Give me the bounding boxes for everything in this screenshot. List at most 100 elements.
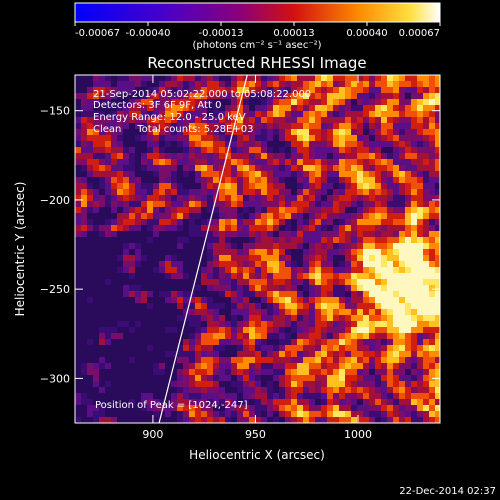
heatmap-cell (435, 111, 440, 117)
heatmap-cell (387, 75, 393, 81)
heatmap-cell (93, 357, 99, 363)
heatmap-cell (171, 111, 177, 117)
heatmap-cell (129, 111, 135, 117)
heatmap-cell (207, 387, 213, 393)
heatmap-cell (387, 351, 393, 357)
heatmap-cell (207, 255, 213, 261)
heatmap-cell (111, 225, 117, 231)
heatmap-cell (417, 225, 423, 231)
heatmap-cell (231, 171, 237, 177)
heatmap-cell (129, 225, 135, 231)
heatmap-cell (315, 99, 321, 105)
heatmap-cell (369, 225, 375, 231)
heatmap-cell (261, 399, 267, 405)
heatmap-cell (249, 165, 255, 171)
heatmap-cell (327, 111, 333, 117)
heatmap-cell (417, 231, 423, 237)
heatmap-cell (261, 165, 267, 171)
heatmap-cell (195, 147, 201, 153)
heatmap-cell (195, 219, 201, 225)
heatmap-cell (189, 357, 195, 363)
heatmap-cell (243, 99, 249, 105)
heatmap-cell (99, 393, 105, 399)
heatmap-cell (435, 273, 440, 279)
heatmap-cell (261, 189, 267, 195)
heatmap-cell (423, 315, 429, 321)
heatmap-cell (267, 291, 273, 297)
heatmap-cell (435, 81, 440, 87)
heatmap-cell (315, 117, 321, 123)
heatmap-cell (135, 129, 141, 135)
heatmap-cell (195, 165, 201, 171)
heatmap-cell (351, 381, 357, 387)
heatmap-cell (309, 171, 315, 177)
heatmap-cell (399, 201, 405, 207)
heatmap-cell (135, 81, 141, 87)
heatmap-cell (279, 351, 285, 357)
heatmap-cell (387, 159, 393, 165)
heatmap-cell (423, 123, 429, 129)
heatmap-cell (147, 141, 153, 147)
heatmap-cell (309, 183, 315, 189)
heatmap-cell (411, 267, 417, 273)
heatmap-cell (255, 159, 261, 165)
heatmap-cell (405, 123, 411, 129)
heatmap-cell (111, 141, 117, 147)
heatmap-cell (435, 333, 440, 339)
heatmap-cell (285, 279, 291, 285)
heatmap-cell (297, 237, 303, 243)
heatmap-cell (243, 165, 249, 171)
heatmap-cell (183, 309, 189, 315)
heatmap-cell (315, 261, 321, 267)
heatmap-cell (123, 315, 129, 321)
heatmap-cell (243, 141, 249, 147)
heatmap-cell (195, 207, 201, 213)
heatmap-cell (225, 363, 231, 369)
heatmap-cell (387, 315, 393, 321)
heatmap-cell (417, 105, 423, 111)
heatmap-cell (129, 393, 135, 399)
heatmap-cell (123, 129, 129, 135)
heatmap-cell (405, 399, 411, 405)
heatmap-cell (87, 369, 93, 375)
heatmap-cell (153, 177, 159, 183)
heatmap-cell (267, 117, 273, 123)
heatmap-cell (435, 417, 440, 423)
heatmap-cell (321, 261, 327, 267)
heatmap-cell (327, 105, 333, 111)
heatmap-cell (405, 111, 411, 117)
heatmap-cell (297, 177, 303, 183)
heatmap-cell (207, 417, 213, 423)
heatmap-cell (159, 375, 165, 381)
heatmap-cell (165, 381, 171, 387)
heatmap-cell (237, 123, 243, 129)
heatmap-cell (201, 381, 207, 387)
heatmap-cell (135, 237, 141, 243)
heatmap-cell (315, 237, 321, 243)
heatmap-cell (351, 303, 357, 309)
heatmap-cell (201, 147, 207, 153)
heatmap-cell (219, 135, 225, 141)
heatmap-cell (285, 93, 291, 99)
heatmap-cell (363, 267, 369, 273)
heatmap-cell (279, 105, 285, 111)
heatmap-cell (213, 129, 219, 135)
heatmap-cell (369, 309, 375, 315)
heatmap-cell (327, 177, 333, 183)
heatmap-cell (285, 105, 291, 111)
heatmap-cell (267, 129, 273, 135)
heatmap-cell (339, 309, 345, 315)
heatmap-cell (345, 399, 351, 405)
heatmap-cell (381, 255, 387, 261)
heatmap-cell (207, 393, 213, 399)
heatmap-cell (315, 243, 321, 249)
heatmap-cell (243, 321, 249, 327)
heatmap-cell (381, 87, 387, 93)
heatmap-cell (411, 363, 417, 369)
heatmap-cell (411, 333, 417, 339)
heatmap-cell (303, 177, 309, 183)
heatmap-cell (351, 375, 357, 381)
heatmap-cell (99, 303, 105, 309)
heatmap-cell (99, 147, 105, 153)
heatmap-cell (345, 171, 351, 177)
